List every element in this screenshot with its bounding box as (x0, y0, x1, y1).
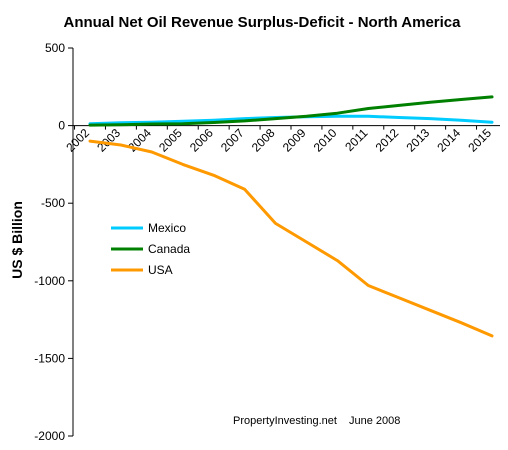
y-tick-label: -1500 (34, 351, 65, 365)
legend-label-canada: Canada (148, 242, 190, 256)
y-axis-label: US $ Billion (9, 201, 25, 279)
x-tick-label: 2006 (187, 126, 216, 155)
legend-label-usa: USA (148, 263, 173, 277)
x-tick-label: 2005 (156, 126, 185, 155)
x-tick-label: 2007 (218, 126, 247, 155)
y-tick-label: 0 (58, 119, 65, 133)
x-tick-label: 2014 (434, 126, 463, 155)
x-tick-label: 2002 (63, 126, 92, 155)
legend-label-mexico: Mexico (148, 221, 186, 235)
series-line-canada (88, 95, 494, 127)
source-annotation: PropertyInvesting.net (233, 415, 337, 427)
x-tick-label: 2008 (249, 126, 278, 155)
x-tick-label: 2009 (280, 126, 309, 155)
x-tick-label: 2013 (403, 126, 432, 155)
series-line-usa (88, 139, 494, 338)
x-tick-label: 2010 (311, 126, 340, 155)
x-tick-label: 2012 (373, 126, 402, 155)
date-annotation: June 2008 (349, 415, 400, 427)
x-tick-label: 2011 (342, 126, 370, 154)
y-tick-label: -2000 (34, 429, 65, 443)
x-tick-label: 2015 (465, 126, 494, 155)
y-tick-label: -500 (41, 196, 65, 210)
y-tick-label: 500 (45, 41, 65, 55)
legend: Mexico Canada USA (111, 221, 190, 277)
chart-title: Annual Net Oil Revenue Surplus-Deficit -… (63, 14, 461, 31)
y-tick-label: -1000 (34, 274, 65, 288)
x-tick-label: 2003 (94, 126, 123, 155)
